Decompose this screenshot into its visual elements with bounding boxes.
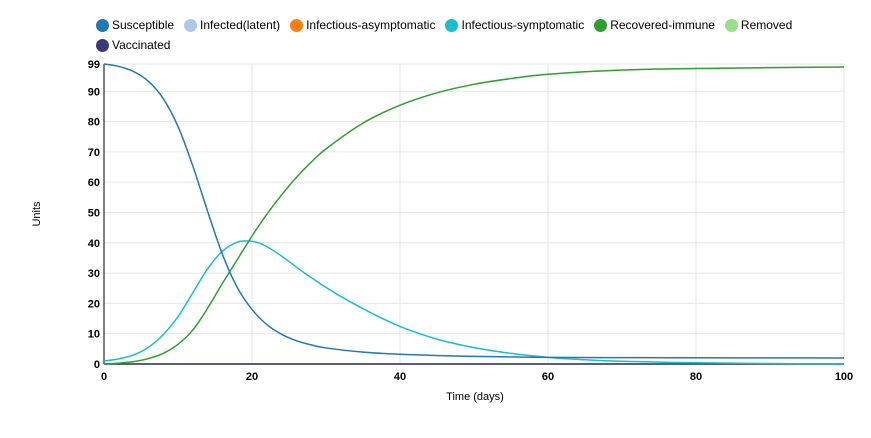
legend-swatch-icon [594,18,608,32]
legend-item[interactable]: Recovered-immune [594,17,715,33]
legend-label: Infectious-asymptomatic [306,18,436,32]
legend-swatch-icon [290,18,304,32]
legend-swatch-icon [184,18,198,32]
x-tick-label: 60 [542,371,554,383]
legend-item[interactable]: Infected(latent) [184,17,280,33]
y-tick-label: 90 [88,86,100,98]
y-tick-label: 10 [88,329,100,341]
x-axis-label: Time (days) [446,391,504,403]
axes [103,64,844,365]
legend-label: Removed [740,18,793,32]
legend-swatch-icon [96,38,109,52]
grid-lines [104,63,845,364]
y-tick-label: 30 [88,268,100,280]
y-tick-label: 0 [94,359,100,371]
legend-swatch-icon [724,18,738,32]
y-tick-label: 99 [88,59,100,71]
legend-item[interactable]: Vaccinated [96,37,170,53]
tick-labels: 0 10 20 30 40 50 60 70 80 90 99 0 20 40 60 80 100 [88,59,853,383]
x-tick-label: 80 [690,371,702,383]
x-tick-label: 0 [101,371,107,383]
y-tick-label: 40 [88,238,100,250]
legend-item[interactable]: Susceptible [96,17,174,33]
legend-label: Recovered-immune [610,18,715,32]
legend-item[interactable]: Infectious-symptomatic [445,17,584,33]
legend: Susceptible Infected(latent) Infectious-as… [96,17,856,53]
legend-item[interactable]: Infectious-asymptomatic [290,17,435,33]
y-tick-label: 20 [88,298,100,310]
legend-item[interactable]: Removed [724,17,793,33]
y-tick-label: 70 [88,147,100,159]
x-tick-label: 20 [246,371,258,383]
y-tick-label: 80 [88,117,100,129]
legend-label: Infectious-symptomatic [461,18,585,32]
y-axis-label: Units [31,201,43,227]
x-tick-label: 40 [394,371,406,383]
legend-label: Vaccinated [112,38,171,52]
series-line-susceptible [103,63,845,359]
y-tick-label: 50 [88,207,100,219]
legend-swatch-icon [96,18,109,32]
legend-label: Infected(latent) [200,18,281,32]
legend-swatch-icon [445,18,459,32]
series-line-infectious-symptomatic [103,240,845,365]
x-tick-label: 100 [835,371,853,383]
series-lines [103,63,845,365]
series-line-recovered-immune [103,66,845,365]
y-tick-label: 60 [88,177,100,189]
legend-label: Susceptible [112,18,175,32]
